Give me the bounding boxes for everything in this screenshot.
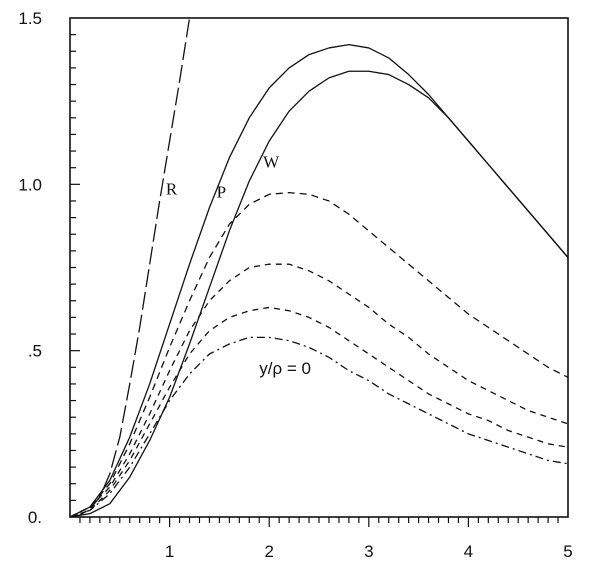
series-line-5 <box>69 306 569 518</box>
series-layer <box>69 17 569 518</box>
series-line-w <box>69 70 569 518</box>
x-tick-label: 5 <box>563 542 572 561</box>
annotation-label: y/ρ = 0 <box>259 359 311 378</box>
y-tick-label: 0. <box>28 508 42 527</box>
x-tick-label: 2 <box>264 542 273 561</box>
series-line-4 <box>69 263 569 518</box>
x-tick-label: 3 <box>364 542 373 561</box>
x-tick-label: 4 <box>464 542 473 561</box>
y-tick-label: 1.5 <box>18 9 42 28</box>
curve-label: R <box>166 179 178 198</box>
y-tick-label: 1.0 <box>18 175 42 194</box>
tick-labels: 1 2 3 4 5 0. .5 1.0 1.5 <box>18 9 572 561</box>
curve-label: P <box>217 183 226 202</box>
series-line-r <box>69 17 191 518</box>
annotations: R P Wy/ρ = 0 <box>166 153 311 378</box>
y-tick-label: .5 <box>28 342 42 361</box>
curve-label: W <box>263 153 280 172</box>
series-line-p <box>69 43 569 518</box>
axes <box>69 17 569 527</box>
series-line-3 <box>69 192 569 518</box>
series-line-6 <box>69 336 569 518</box>
x-tick-label: 1 <box>165 542 174 561</box>
